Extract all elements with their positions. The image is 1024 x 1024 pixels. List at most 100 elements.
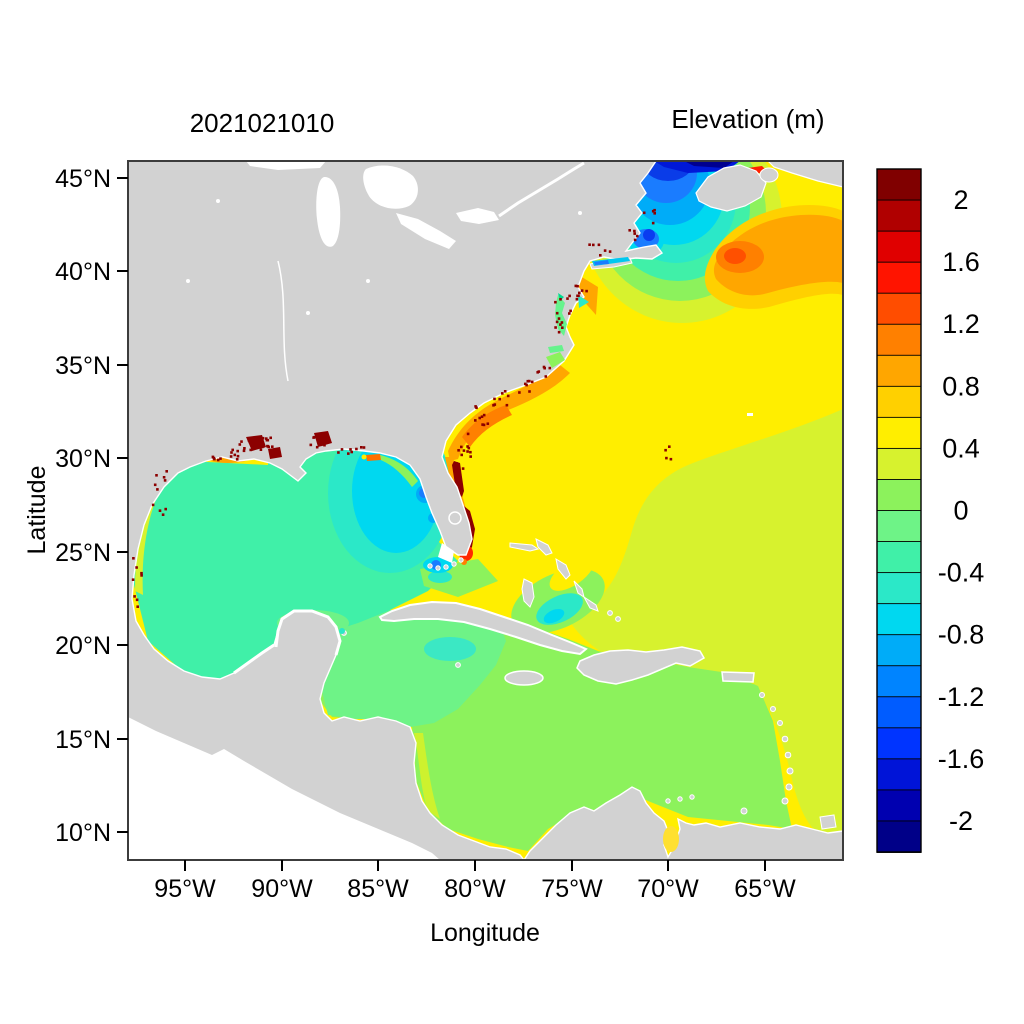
antilles-island: [785, 783, 793, 791]
hotspot-speck: [158, 509, 162, 512]
hotspot-speck: [133, 595, 136, 598]
colorbar-segment: [876, 199, 922, 233]
colorbar-tick-label: -0.8: [938, 620, 985, 650]
hotspot-speck: [460, 453, 463, 457]
south-america-land: [523, 786, 843, 860]
hotspot-speck: [156, 488, 159, 491]
colorbar-segment: [876, 541, 922, 574]
hotspot-speck: [559, 298, 562, 301]
trinidad-island: [819, 814, 837, 830]
keys-island: [451, 561, 457, 567]
hotspot-speck: [628, 229, 631, 232]
hotspot-speck: [653, 208, 656, 212]
colorbar-tick-label: -1.6: [938, 744, 985, 774]
colorbar-segment: [876, 385, 922, 419]
hotspot-speck: [163, 479, 167, 482]
lake-maracaibo-yellow: [663, 826, 679, 852]
hotspot-speck: [231, 448, 234, 452]
colorbar-segment: [876, 510, 922, 543]
scotian-shelf-red-core: [724, 248, 746, 264]
hotspot-speck: [642, 211, 646, 215]
hotspot-speck: [569, 309, 572, 313]
hotspot-speck: [651, 221, 655, 225]
keys-island: [427, 563, 433, 569]
hotspot-speck: [555, 311, 559, 315]
hotspot-speck: [461, 467, 465, 470]
texas-coastal-band: [135, 489, 157, 595]
colorbar-tick-label: -1.2: [938, 682, 985, 712]
colorbar-segment: [876, 416, 922, 450]
hotspot-speck: [568, 294, 571, 298]
hotspot-speck: [323, 439, 326, 442]
hotspot-speck: [324, 435, 328, 439]
cayman-island: [455, 662, 461, 668]
hotspot-speck: [576, 284, 579, 288]
hotspot-speck: [247, 438, 251, 442]
colorbar-tick-label: 1.6: [942, 247, 980, 277]
hotspot-speck: [575, 297, 579, 301]
chesapeake-bay: [555, 295, 567, 336]
hotspot-speck: [453, 469, 456, 472]
hotspot-speck: [518, 391, 521, 394]
hotspot-speck: [466, 450, 469, 453]
colorbar-segment: [876, 323, 922, 357]
lake-huron: [363, 165, 418, 209]
hotspot-speck: [153, 483, 157, 487]
hotspot-speck: [528, 390, 531, 393]
y-tick-label: 25°N: [55, 539, 111, 567]
hotspot-speck: [474, 419, 477, 422]
estuary-hotspot-specks: [131, 208, 673, 608]
hotspot-speck: [249, 448, 252, 452]
eleuthera-island: [555, 557, 571, 580]
hotspot-speck: [653, 212, 656, 215]
bay-of-fundy-navy: [684, 161, 734, 168]
hotspot-speck: [259, 448, 263, 451]
lake-ontario: [456, 208, 499, 224]
hotspot-speck: [453, 472, 457, 476]
hotspot-speck: [536, 371, 539, 374]
yucatan-dry-fringe: [274, 609, 342, 656]
hotspot-speck: [340, 448, 344, 451]
x-tick-label: 90°W: [251, 875, 313, 903]
colorbar-segment: [876, 230, 922, 264]
antilles-island: [770, 706, 776, 712]
hotspot-speck: [250, 437, 253, 441]
turks-island: [615, 616, 621, 622]
x-tick-label: 70°W: [637, 875, 699, 903]
hotspot-speck: [261, 441, 265, 444]
hotspot-speck: [135, 598, 139, 602]
antilles-island: [786, 767, 794, 775]
hotspot-speck: [578, 291, 581, 295]
hotspot-speck: [554, 326, 557, 329]
cape-cod-pocket-core: [643, 229, 655, 241]
cuba-land: [378, 600, 588, 656]
hotspot-speck: [261, 436, 265, 440]
lake-okeechobee: [448, 511, 462, 525]
delaware-bay: [578, 295, 589, 308]
hotspot-speck: [568, 312, 571, 315]
antilles-island: [777, 720, 783, 726]
hotspot-speck: [161, 513, 165, 516]
nw-caribbean-water: [322, 607, 506, 727]
hotspot-speck: [474, 405, 477, 408]
y-axis-title: Latitude: [23, 466, 51, 555]
yucatan-corner-turquoise: [339, 628, 345, 634]
nicaragua-coastal-band: [414, 733, 440, 819]
antilles-island: [781, 735, 789, 743]
colorbar-segment: [876, 789, 922, 822]
hotspot-speck: [136, 605, 139, 608]
hotspot-speck: [233, 453, 237, 457]
y-tick-label: 30°N: [55, 445, 111, 473]
hotspot-speck: [636, 234, 639, 238]
hotspot-speck: [528, 379, 531, 383]
hotspot-speck: [469, 455, 472, 458]
y-tick-label: 40°N: [55, 258, 111, 286]
campeche-dry-fringe: [233, 643, 275, 675]
lake-erie: [396, 213, 456, 249]
small-lake: [186, 279, 190, 283]
hotspot-speck: [266, 438, 270, 442]
hotspot-speck: [665, 456, 668, 460]
cape-breton-land: [759, 167, 779, 183]
hotspot-speck: [355, 447, 358, 451]
